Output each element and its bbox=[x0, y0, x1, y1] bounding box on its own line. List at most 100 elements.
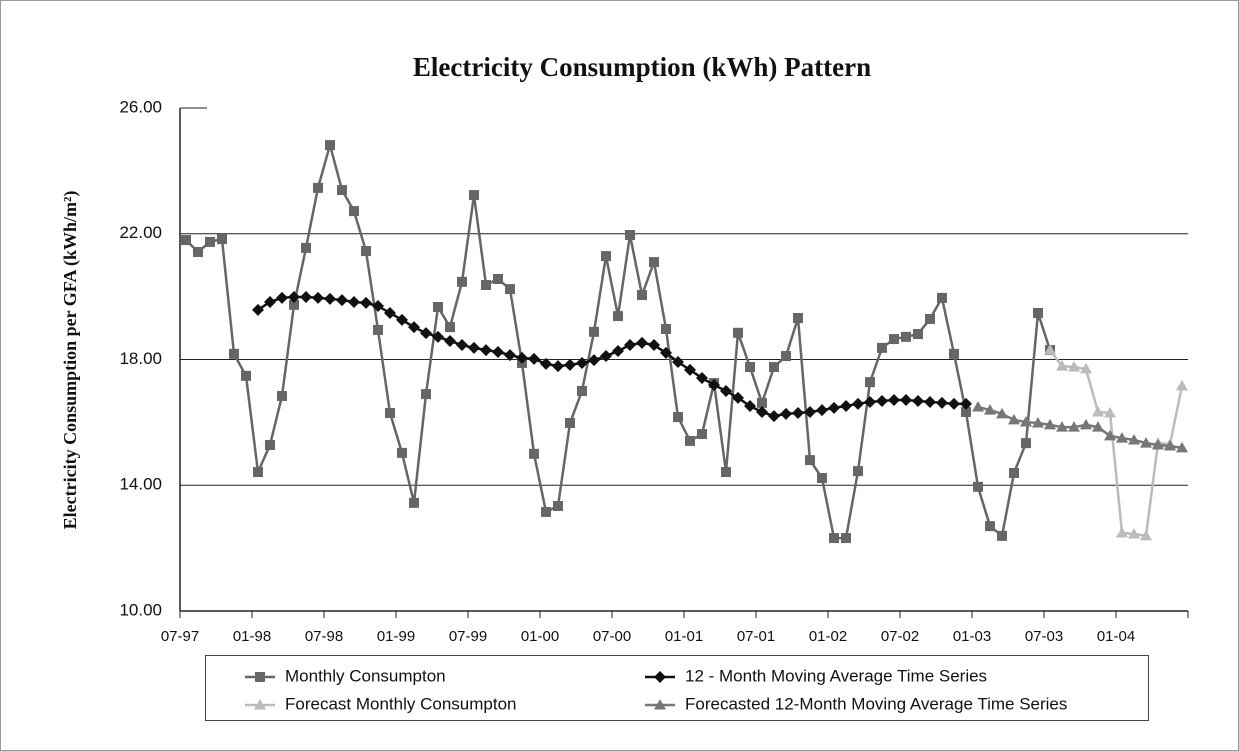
data-point bbox=[589, 326, 599, 337]
data-point bbox=[253, 467, 263, 478]
data-point bbox=[996, 407, 1008, 419]
data-point bbox=[408, 321, 420, 334]
data-point bbox=[997, 530, 1007, 541]
data-point bbox=[1009, 467, 1019, 478]
data-point bbox=[1056, 421, 1068, 432]
data-point bbox=[1008, 413, 1020, 425]
data-point bbox=[361, 246, 371, 257]
data-point bbox=[757, 397, 767, 408]
data-point bbox=[769, 362, 779, 373]
data-point bbox=[804, 406, 816, 419]
data-point bbox=[1128, 527, 1140, 539]
data-point bbox=[925, 313, 935, 324]
data-point bbox=[432, 330, 444, 343]
data-point bbox=[360, 296, 372, 309]
data-point bbox=[481, 279, 491, 290]
data-point bbox=[193, 246, 203, 257]
legend-marker bbox=[255, 672, 265, 682]
data-point bbox=[936, 396, 948, 409]
data-point bbox=[973, 481, 983, 492]
data-point bbox=[1104, 406, 1116, 418]
data-point bbox=[768, 410, 780, 423]
data-point bbox=[325, 140, 335, 151]
data-point bbox=[445, 322, 455, 333]
data-point bbox=[744, 400, 756, 413]
y-tick-label: 22.00 bbox=[119, 223, 162, 242]
data-point bbox=[900, 394, 912, 407]
x-tick-label: 01-03 bbox=[953, 628, 991, 645]
data-point bbox=[637, 290, 647, 301]
data-point bbox=[277, 390, 287, 401]
data-point bbox=[853, 466, 863, 477]
data-point bbox=[493, 274, 503, 285]
data-point bbox=[540, 357, 552, 370]
data-point bbox=[384, 306, 396, 319]
data-point bbox=[697, 429, 707, 440]
data-point bbox=[1092, 421, 1104, 432]
data-point bbox=[576, 356, 588, 369]
data-point bbox=[552, 360, 564, 373]
data-point bbox=[864, 395, 876, 408]
data-point bbox=[516, 351, 528, 364]
data-point bbox=[685, 435, 695, 446]
data-point bbox=[673, 412, 683, 423]
data-point bbox=[529, 448, 539, 459]
data-point bbox=[397, 447, 407, 458]
data-point bbox=[901, 331, 911, 342]
data-point bbox=[960, 397, 972, 410]
y-tick-label: 18.00 bbox=[119, 349, 162, 368]
data-point bbox=[205, 236, 215, 247]
x-tick-label: 07-02 bbox=[881, 628, 919, 645]
data-point bbox=[264, 295, 276, 308]
data-point bbox=[1056, 360, 1068, 371]
data-point bbox=[349, 206, 359, 217]
legend-label: 12 - Month Moving Average Time Series bbox=[685, 666, 987, 685]
data-point bbox=[889, 334, 899, 345]
data-point bbox=[924, 395, 936, 408]
y-tick-label: 14.00 bbox=[119, 475, 162, 494]
data-point bbox=[289, 299, 299, 310]
data-point bbox=[252, 303, 264, 316]
data-point bbox=[1033, 307, 1043, 318]
data-point bbox=[972, 400, 984, 412]
data-point bbox=[840, 400, 852, 413]
data-point bbox=[541, 506, 551, 517]
data-point bbox=[961, 407, 971, 418]
legend-label: Monthly Consumpton bbox=[285, 666, 446, 685]
data-point bbox=[433, 301, 443, 312]
data-point bbox=[1128, 433, 1140, 445]
data-point bbox=[1176, 379, 1188, 391]
data-point bbox=[829, 533, 839, 544]
data-point bbox=[985, 521, 995, 532]
data-point bbox=[504, 349, 516, 362]
data-point bbox=[324, 292, 336, 305]
data-point bbox=[1140, 437, 1152, 448]
data-point bbox=[1080, 362, 1092, 374]
data-point bbox=[876, 394, 888, 407]
data-point bbox=[613, 311, 623, 322]
x-tick-label: 07-98 bbox=[305, 628, 343, 645]
legend-marker bbox=[654, 671, 666, 683]
data-point bbox=[1152, 439, 1164, 450]
data-point bbox=[373, 324, 383, 335]
data-point bbox=[841, 533, 851, 544]
data-point bbox=[888, 394, 900, 407]
data-point bbox=[336, 294, 348, 307]
data-point bbox=[601, 251, 611, 262]
data-point bbox=[385, 407, 395, 418]
y-tick-label: 10.00 bbox=[119, 600, 162, 619]
legend-marker bbox=[254, 699, 266, 710]
data-point bbox=[229, 348, 239, 359]
x-tick-label: 07-00 bbox=[593, 628, 631, 645]
data-point bbox=[949, 348, 959, 359]
legend-label: Forecast Monthly Consumpton bbox=[285, 694, 517, 713]
data-point bbox=[469, 190, 479, 201]
data-point bbox=[505, 284, 515, 295]
data-point bbox=[409, 497, 419, 508]
data-point bbox=[636, 336, 648, 349]
data-point bbox=[624, 339, 636, 352]
data-point bbox=[781, 351, 791, 362]
x-tick-label: 01-04 bbox=[1097, 628, 1135, 645]
data-point bbox=[444, 334, 456, 347]
